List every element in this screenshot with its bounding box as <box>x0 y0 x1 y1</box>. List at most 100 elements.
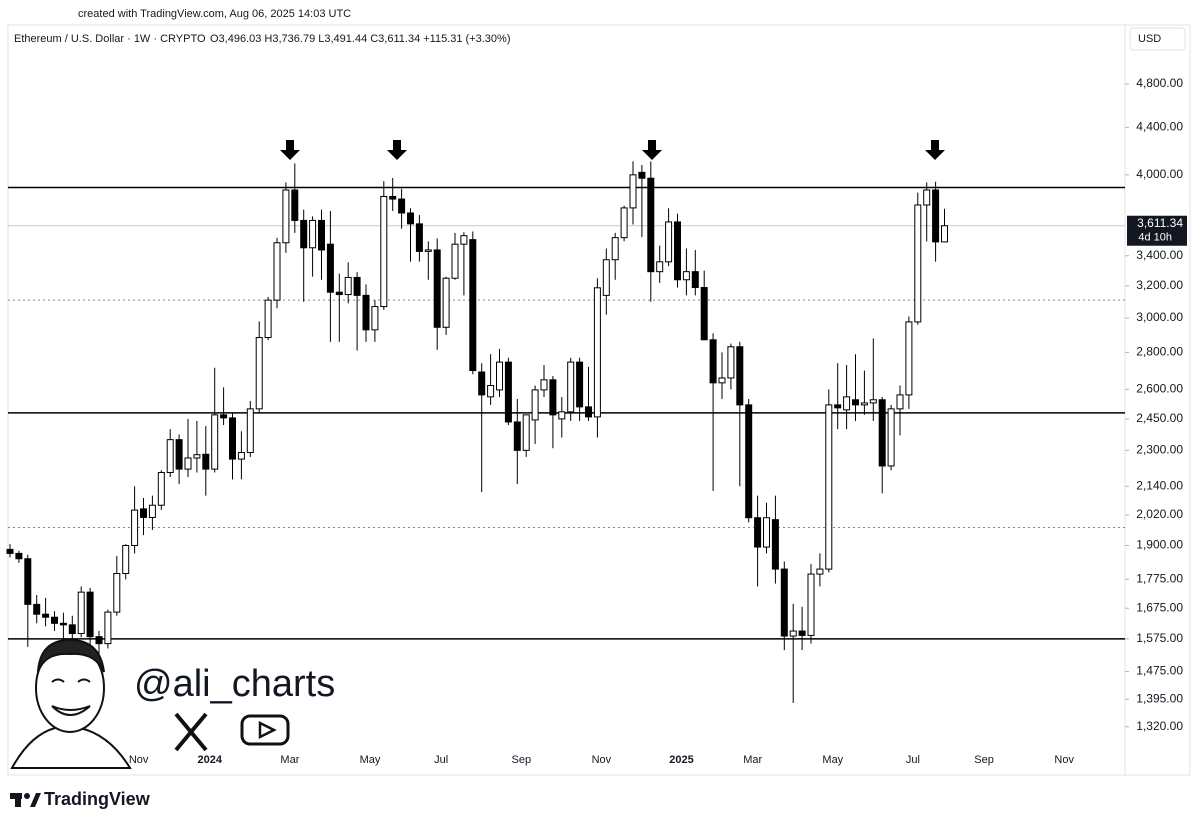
candle-body <box>718 377 726 384</box>
x-tick-label: 2024 <box>198 754 223 766</box>
candle-body <box>131 509 139 546</box>
candle-body <box>878 399 886 467</box>
candle-body <box>549 379 557 416</box>
candle-body <box>237 452 245 460</box>
arrow <box>642 140 662 160</box>
brand: TradingView <box>44 789 151 809</box>
candle-body <box>122 544 130 575</box>
candle-body <box>709 339 717 384</box>
candle-body <box>33 603 41 615</box>
candle-body <box>576 361 584 408</box>
y-tick-label: 2,300.00 <box>1136 443 1183 457</box>
candle-body <box>148 504 156 518</box>
candle-body <box>318 219 325 251</box>
candle-body <box>309 219 317 249</box>
candle-body <box>415 223 423 252</box>
logo-dot <box>24 793 30 799</box>
arrows <box>280 140 945 160</box>
candle-body <box>593 287 601 418</box>
candle-body <box>42 613 50 618</box>
candle-body <box>798 630 806 636</box>
candle-body <box>763 517 770 548</box>
x-tick-label: Nov <box>1054 754 1074 766</box>
candle-body <box>496 361 503 391</box>
candle-body <box>754 517 762 548</box>
logo-slash <box>30 793 41 807</box>
y-tick-label: 1,395.00 <box>1136 691 1183 705</box>
y-tick-label: 3,400.00 <box>1136 248 1183 262</box>
candle-body <box>211 414 219 470</box>
candle-body <box>647 177 655 273</box>
candle-body <box>86 591 94 638</box>
candle-body <box>736 346 744 406</box>
candle-body <box>825 404 833 570</box>
candle-body <box>424 249 432 252</box>
y-tick-label: 2,600.00 <box>1136 381 1183 395</box>
candle-body <box>504 361 512 423</box>
candle-body <box>887 408 895 467</box>
x-tick-label: Jul <box>906 754 920 766</box>
candle-body <box>398 198 406 214</box>
y-tick-label: 3,200.00 <box>1136 278 1183 292</box>
y-tick-label: 2,140.00 <box>1136 478 1183 492</box>
chart-frame <box>7 24 1191 776</box>
currency[interactable]: USD <box>1138 33 1161 45</box>
candle-body <box>157 471 165 506</box>
candle-body <box>175 439 183 470</box>
candle-body <box>193 454 201 459</box>
candle-body <box>246 408 254 454</box>
candle-body <box>6 548 14 554</box>
price-label-box <box>1127 215 1187 246</box>
candle-body <box>353 276 361 296</box>
candle-body <box>77 591 85 635</box>
candle-body <box>460 235 468 245</box>
candle-body <box>362 294 370 331</box>
avatar-eyes <box>51 678 91 683</box>
candle-body <box>789 630 797 637</box>
brand-logo <box>10 793 41 807</box>
candle-body <box>860 402 868 406</box>
candle-body <box>843 396 851 411</box>
candle-body <box>255 337 263 410</box>
x-tick-label: Sep <box>974 754 994 766</box>
youtube-logo <box>240 714 290 746</box>
candle-body <box>433 249 441 328</box>
y-tick-label: 1,575.00 <box>1136 631 1183 645</box>
x-tick-label: Sep <box>512 754 532 766</box>
candle-body <box>932 189 940 243</box>
y-tick-label: 1,900.00 <box>1136 538 1183 552</box>
logo-stem <box>15 793 21 807</box>
candle-body <box>113 573 121 613</box>
candle-body <box>15 552 23 560</box>
y-tick-label: 4,800.00 <box>1136 76 1183 90</box>
x-tick-label: Nov <box>129 754 149 766</box>
currency-box[interactable] <box>1129 27 1186 51</box>
y-tick-label: 1,775.00 <box>1136 572 1183 586</box>
x-tick-label: Nov <box>592 754 612 766</box>
candle-body <box>344 276 352 296</box>
candle-body <box>282 189 290 244</box>
chart-title: Ethereum / U.S. Dollar · 1W · CRYPTO <box>14 33 206 45</box>
candle-body <box>407 212 414 225</box>
candle-body <box>95 636 103 645</box>
candle-body <box>51 616 58 624</box>
candle-body <box>522 414 530 451</box>
x-tick-label: 2025 <box>669 754 693 766</box>
candle-body <box>291 189 299 221</box>
x-tick-label: Mar <box>280 754 299 766</box>
candle-body <box>941 225 948 243</box>
y-tick-label: 3,000.00 <box>1136 310 1183 324</box>
candle-body <box>771 519 779 570</box>
candle-body <box>602 259 610 296</box>
candle-body <box>68 624 76 635</box>
y-tick-label: 1,675.00 <box>1136 600 1183 614</box>
avatar-smile <box>51 705 91 716</box>
candle-body <box>665 221 673 263</box>
candle-body <box>264 299 272 339</box>
candle-body <box>745 404 753 519</box>
ohlc-readout: O3,496.03 H3,736.79 L3,491.44 C3,611.34 … <box>210 33 511 45</box>
candle-body <box>389 195 397 200</box>
candle-body <box>335 291 343 296</box>
candle-body <box>104 611 112 645</box>
